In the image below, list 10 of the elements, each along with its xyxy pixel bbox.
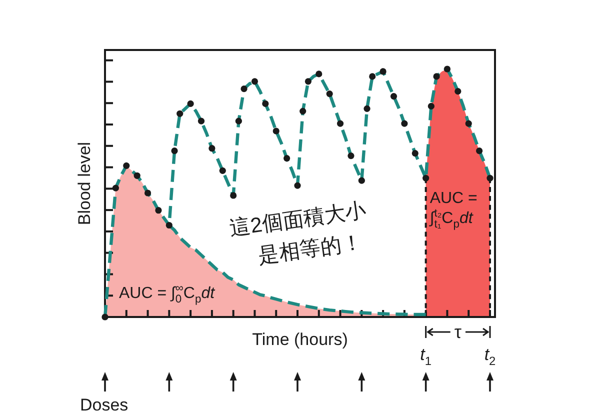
annotation: AUC = ∫$_{t₁}$$^{t₂}$C$_{p}$dt [430,190,478,231]
legend-label: Doses [80,396,128,415]
x-tick-label: t$_{1}$ [420,345,432,368]
annotation: τ [454,322,462,342]
annotation: τ [425,322,491,342]
annotation: AUC = ∫$_{0}$$^{∞}$C$_{p}$dt [119,282,215,306]
annotation: 這2個面積大小是相等的！ [228,198,368,268]
x-tick-label: t$_{2}$ [484,345,496,368]
x-axis-title: Time (hours) [252,330,348,349]
y-axis-title: Blood level [75,142,94,226]
